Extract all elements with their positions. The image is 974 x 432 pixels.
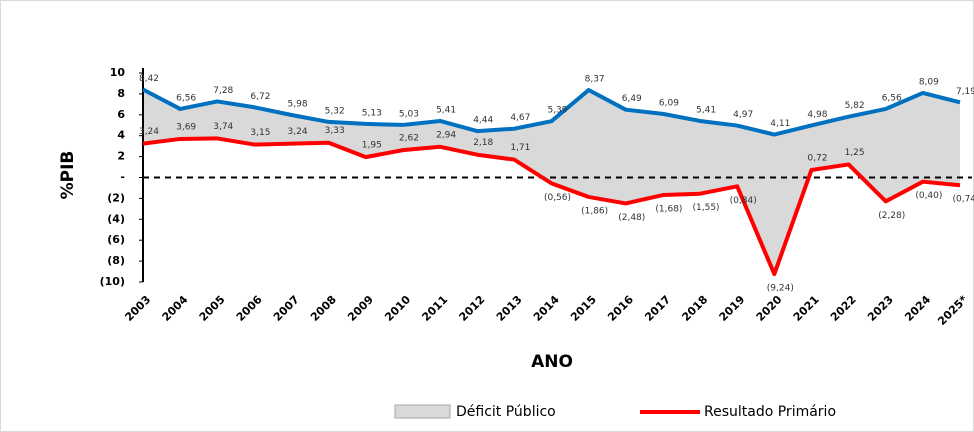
value-label: 5,98 bbox=[288, 100, 308, 110]
y-tick-label: 10 bbox=[110, 66, 126, 79]
value-label: (1,68) bbox=[655, 205, 682, 215]
value-label: 3,24 bbox=[139, 127, 159, 137]
value-label: 3,33 bbox=[325, 126, 345, 136]
value-label: 7,19 bbox=[956, 87, 974, 97]
value-label: (1,86) bbox=[581, 206, 608, 216]
value-label: (0,56) bbox=[544, 193, 571, 203]
value-label: (0,74) bbox=[952, 195, 974, 205]
y-tick-label: 4 bbox=[117, 129, 125, 142]
value-label: 6,56 bbox=[882, 93, 902, 103]
value-label: 4,97 bbox=[733, 110, 753, 120]
y-axis-title: %PIB bbox=[58, 151, 78, 200]
value-label: 5,41 bbox=[436, 105, 456, 115]
y-tick-label: - bbox=[120, 171, 125, 184]
y-tick-label: 8 bbox=[117, 87, 125, 100]
y-tick-label: (6) bbox=[107, 233, 125, 246]
value-label: 4,98 bbox=[807, 110, 827, 120]
value-label: (2,48) bbox=[618, 213, 645, 223]
value-label: 7,28 bbox=[213, 86, 233, 96]
y-tick-label: (4) bbox=[107, 212, 125, 225]
x-axis-title: ANO bbox=[531, 352, 573, 372]
value-label: 5,39 bbox=[547, 106, 567, 116]
value-label: 5,82 bbox=[845, 101, 865, 111]
series-line bbox=[142, 136, 961, 277]
value-label: 8,37 bbox=[585, 75, 605, 85]
value-label: 6,72 bbox=[250, 92, 270, 102]
value-label: 5,32 bbox=[325, 106, 345, 116]
value-label: 3,15 bbox=[250, 128, 270, 138]
value-label: 4,67 bbox=[510, 113, 530, 123]
value-label: 4,11 bbox=[770, 119, 790, 129]
y-tick-label: (2) bbox=[107, 191, 125, 204]
legend-label: Déficit Público bbox=[456, 404, 556, 420]
value-label: 3,24 bbox=[288, 127, 308, 137]
value-label: (0,40) bbox=[915, 191, 942, 201]
y-tick-label: (10) bbox=[100, 275, 125, 288]
value-label: 2,18 bbox=[473, 138, 493, 148]
value-label: 5,13 bbox=[362, 108, 382, 118]
y-tick-label: 6 bbox=[117, 108, 125, 121]
value-label: (2,28) bbox=[878, 211, 905, 221]
value-label: 6,56 bbox=[176, 93, 196, 103]
value-label: 8,42 bbox=[139, 74, 159, 84]
legend-swatch bbox=[394, 404, 451, 419]
y-tick-label: (8) bbox=[107, 254, 125, 267]
value-label: (1,55) bbox=[693, 203, 720, 213]
value-label: 1,25 bbox=[845, 148, 865, 158]
value-label: 4,44 bbox=[473, 116, 493, 126]
value-label: 2,62 bbox=[399, 134, 419, 144]
value-label: 2,94 bbox=[436, 130, 456, 140]
value-label: 8,09 bbox=[919, 77, 939, 87]
value-label: 6,49 bbox=[622, 94, 642, 104]
value-label: 1,71 bbox=[510, 143, 530, 153]
value-label: 6,09 bbox=[659, 98, 679, 108]
value-label: 5,03 bbox=[399, 109, 419, 119]
value-label: (9,24) bbox=[767, 284, 794, 294]
y-tick-label: 2 bbox=[117, 150, 125, 163]
value-label: 3,74 bbox=[213, 122, 233, 132]
legend-label: Resultado Primário bbox=[704, 404, 836, 420]
value-label: 3,69 bbox=[176, 122, 196, 132]
value-label: (0,84) bbox=[730, 196, 757, 206]
series-line bbox=[142, 87, 961, 137]
value-label: 1,95 bbox=[362, 141, 382, 151]
value-label: 5,41 bbox=[696, 105, 716, 115]
value-label: 0,72 bbox=[807, 153, 827, 163]
